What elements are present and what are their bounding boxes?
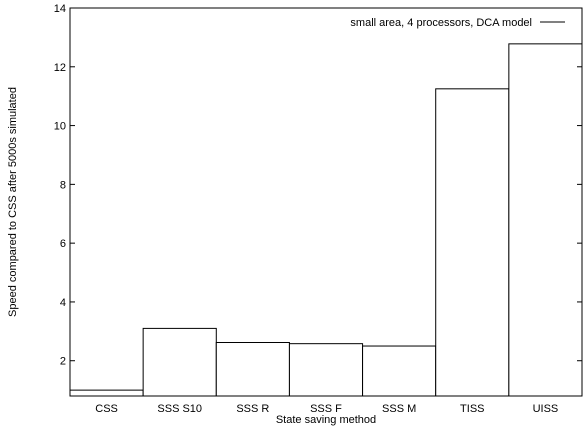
legend: small area, 4 processors, DCA model [350,17,565,29]
bar [508,43,583,397]
bars [69,43,583,397]
axis-ticks: CSS SSS S10 SSS R SSS F SSS M TISS UISS 2 4 6 8 10 1… [54,3,582,415]
bar [435,88,510,397]
y-axis-title: Speed compared to CSS after 5000s simula… [7,87,19,317]
y-tick-label: 4 [60,297,66,309]
x-tick-label: CSS [95,403,118,415]
plot-frame [69,7,583,397]
bar [142,327,217,397]
y-tick-label: 2 [60,356,66,368]
legend-label: small area, 4 processors, DCA model [350,17,532,29]
x-tick-label: SSS R [236,403,269,415]
bar [362,345,437,397]
x-tick-label: TISS [460,403,484,415]
y-tick-label: 10 [54,121,66,133]
x-tick-label: SSS M [382,403,416,415]
y-tick-label: 6 [60,238,66,250]
bar [215,342,290,397]
x-tick-label: SSS S10 [157,403,202,415]
y-tick-label: 14 [54,3,66,15]
x-axis-title: State saving method [276,414,376,426]
bar [288,343,364,397]
x-tick-label: UISS [533,403,559,415]
y-tick-label: 12 [54,62,66,74]
y-tick-label: 8 [60,179,66,191]
bar [69,389,144,397]
x-tick-label: SSS F [310,403,342,415]
